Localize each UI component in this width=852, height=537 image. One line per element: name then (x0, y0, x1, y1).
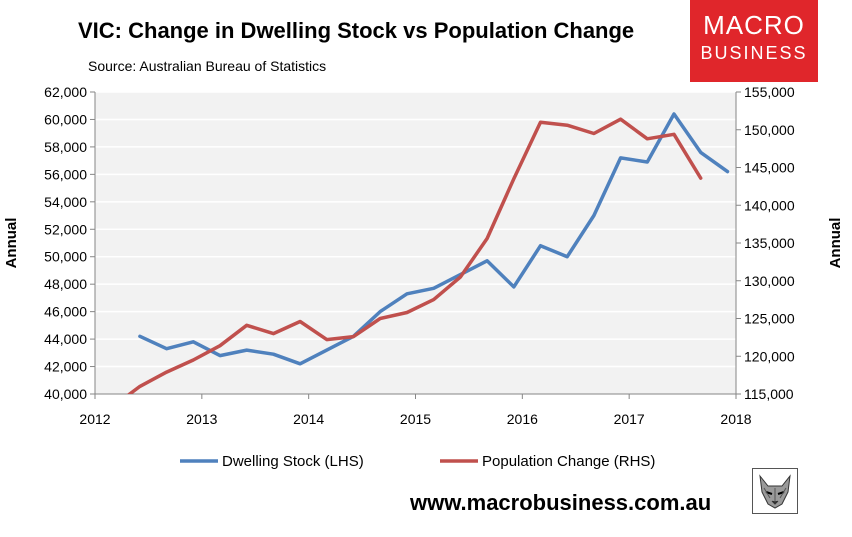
chart-source: Source: Australian Bureau of Statistics (88, 58, 327, 74)
y-left-tick-label: 62,000 (44, 84, 87, 100)
y-right-tick-label: 125,000 (744, 311, 795, 327)
x-tick-label: 2017 (614, 411, 645, 427)
y-right-tick-label: 135,000 (744, 235, 795, 251)
y-left-tick-label: 50,000 (44, 249, 87, 265)
y-left-tick-label: 60,000 (44, 111, 87, 127)
logo-line1: MACRO (703, 10, 805, 40)
y-right-tick-label: 155,000 (744, 84, 795, 100)
y-axis-right-title: Annual (827, 218, 844, 269)
x-tick-label: 2015 (400, 411, 431, 427)
population-change-line (126, 117, 703, 394)
y-right-tick-label: 120,000 (744, 348, 795, 364)
wolf-mascot-icon (752, 468, 798, 514)
y-right-tick-label: 150,000 (744, 122, 795, 138)
plot-area (95, 92, 736, 394)
y-left-tick-label: 40,000 (44, 386, 87, 402)
y-left-tick-label: 48,000 (44, 276, 87, 292)
y-left-tick-label: 58,000 (44, 139, 87, 155)
y-left-tick-label: 54,000 (44, 194, 87, 210)
macrobusiness-logo: MACRO BUSINESS (690, 0, 818, 82)
x-tick-label: 2012 (79, 411, 110, 427)
legend-label: Population Change (RHS) (482, 453, 655, 470)
legend-label: Dwelling Stock (LHS) (222, 453, 364, 470)
x-tick-label: 2013 (186, 411, 217, 427)
chart-title: VIC: Change in Dwelling Stock vs Populat… (78, 18, 635, 43)
y-left-tick-label: 42,000 (44, 359, 87, 375)
dwelling-stock-line (138, 112, 730, 366)
x-tick-label: 2016 (507, 411, 538, 427)
y-right-tick-label: 145,000 (744, 160, 795, 176)
x-tick-label: 2018 (720, 411, 751, 427)
y-axis-left-title: Annual (3, 218, 20, 269)
y-right-tick-label: 115,000 (744, 386, 794, 402)
y-left-tick-label: 46,000 (44, 304, 87, 320)
y-right-tick-label: 130,000 (744, 273, 795, 289)
y-left-tick-label: 44,000 (44, 331, 87, 347)
y-left-tick-label: 56,000 (44, 166, 87, 182)
website-url: www.macrobusiness.com.au (410, 490, 712, 515)
y-left-tick-label: 52,000 (44, 221, 87, 237)
logo-line2: BUSINESS (700, 43, 808, 63)
x-tick-label: 2014 (293, 411, 324, 427)
y-right-tick-label: 140,000 (744, 197, 795, 213)
